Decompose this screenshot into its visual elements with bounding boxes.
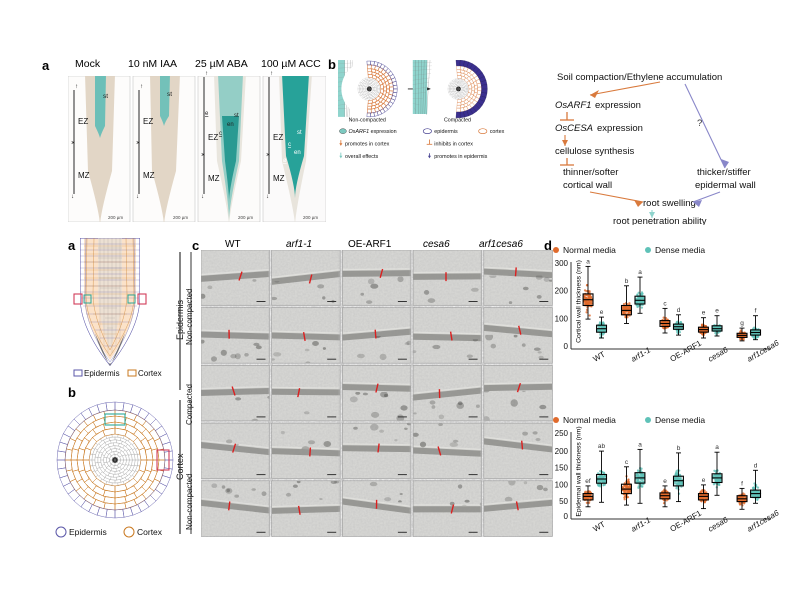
svg-text:e: e (702, 477, 706, 484)
svg-text:WT: WT (592, 350, 607, 364)
svg-text:a: a (638, 269, 642, 276)
svg-text:promotes in epidermis: promotes in epidermis (434, 154, 487, 160)
svg-text:promotes in cortex: promotes in cortex (345, 142, 390, 148)
svg-text:Soil compaction/Ethylene accum: Soil compaction/Ethylene accumulation (557, 72, 722, 83)
svg-text:root swelling: root swelling (643, 198, 696, 209)
svg-text:↑: ↑ (270, 71, 273, 77)
svg-text:MZ: MZ (208, 174, 220, 183)
svg-text:e: e (715, 308, 719, 315)
svg-text:a: a (638, 441, 642, 448)
svg-text:250: 250 (555, 430, 569, 438)
svg-text:200: 200 (555, 447, 569, 456)
svg-text:Epidermis: Epidermis (69, 527, 107, 537)
svg-text:MZ: MZ (78, 171, 90, 180)
svg-text:200: 200 (555, 287, 569, 296)
svg-text:expression: expression (371, 129, 397, 135)
svg-text:ef: ef (585, 478, 591, 485)
svg-text:OsCESA: OsCESA (555, 123, 593, 134)
svg-text:Dense media: Dense media (655, 245, 705, 255)
svg-text:f: f (741, 480, 743, 487)
svg-text:EZ: EZ (78, 117, 88, 126)
svg-text:150: 150 (555, 464, 569, 473)
svg-text:f: f (755, 308, 757, 315)
svg-text:↑: ↑ (75, 84, 78, 90)
svg-text:EZ: EZ (208, 133, 218, 142)
svg-text:Dense media: Dense media (655, 415, 705, 425)
svg-text:Non-compacted: Non-compacted (349, 118, 386, 124)
svg-text:b: b (677, 445, 681, 452)
svg-text:MZ: MZ (273, 174, 285, 183)
svg-text:↓: ↓ (71, 194, 74, 200)
svg-text:expression: expression (597, 123, 643, 134)
svg-text:Cortex: Cortex (137, 527, 163, 537)
svg-text:EZ: EZ (273, 133, 283, 142)
svg-text:d: d (754, 462, 758, 469)
svg-text:g: g (740, 320, 744, 327)
svg-text:Normal media: Normal media (563, 415, 616, 425)
svg-text:e: e (663, 478, 667, 485)
svg-text:overall effects: overall effects (345, 154, 378, 160)
svg-text:EZ: EZ (143, 117, 153, 126)
svg-text:300: 300 (555, 260, 569, 268)
svg-text:thinner/softer: thinner/softer (563, 167, 618, 178)
svg-text:100: 100 (555, 480, 569, 489)
svg-text:↓: ↓ (266, 194, 269, 200)
svg-text:OsARF1: OsARF1 (555, 100, 591, 111)
svg-text:MZ: MZ (143, 171, 155, 180)
svg-text:epidermal wall: epidermal wall (695, 180, 756, 191)
svg-text:e: e (702, 310, 706, 317)
svg-text:0: 0 (564, 512, 569, 521)
svg-text:e: e (600, 309, 604, 316)
svg-text:c: c (663, 300, 667, 307)
svg-text:d: d (677, 307, 681, 314)
svg-text:root penetration ability: root penetration ability (613, 216, 707, 225)
svg-text:100: 100 (555, 314, 569, 323)
svg-text:b: b (625, 278, 629, 285)
svg-text:Compacted: Compacted (444, 118, 471, 124)
svg-text:ab: ab (598, 443, 606, 450)
svg-text:cortex: cortex (490, 129, 505, 135)
svg-text:inhibits in cortex: inhibits in cortex (434, 142, 473, 148)
svg-text:0: 0 (564, 342, 569, 351)
svg-text:×: × (266, 152, 270, 159)
svg-text:a: a (715, 444, 719, 451)
svg-text:expression: expression (595, 100, 641, 111)
svg-text:50: 50 (559, 497, 568, 506)
svg-text:×: × (71, 140, 75, 147)
svg-text:×: × (201, 152, 205, 159)
svg-text:Epidermis: Epidermis (84, 369, 120, 378)
svg-text:Normal media: Normal media (563, 245, 616, 255)
svg-text:↑: ↑ (140, 84, 143, 90)
svg-text:OsARF1: OsARF1 (348, 129, 369, 135)
svg-text:↑: ↑ (205, 71, 208, 77)
svg-text:epidermis: epidermis (434, 129, 458, 135)
svg-text:WT: WT (592, 520, 607, 534)
svg-text:c: c (625, 459, 629, 466)
svg-text:×: × (136, 140, 140, 147)
svg-text:a: a (586, 260, 590, 265)
svg-text:↓: ↓ (201, 194, 204, 200)
svg-text:thicker/stiffer: thicker/stiffer (697, 167, 751, 178)
svg-text:↓: ↓ (136, 194, 139, 200)
svg-text:cellulose synthesis: cellulose synthesis (555, 146, 634, 157)
svg-text:cortical wall: cortical wall (563, 180, 612, 191)
svg-text:Cortex: Cortex (138, 369, 162, 378)
